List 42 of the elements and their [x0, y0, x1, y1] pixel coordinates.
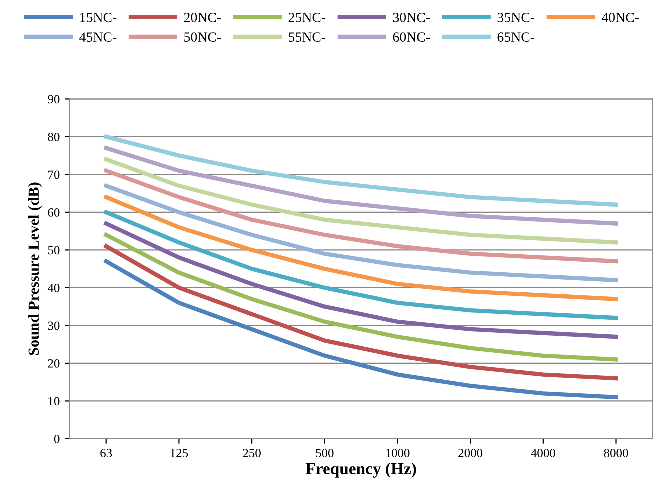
legend-label: 55NC-: [289, 32, 326, 42]
line-series: [104, 233, 618, 362]
x-tick-label: 125: [170, 449, 188, 458]
y-tick-label: 80: [48, 132, 60, 142]
line-series: [104, 134, 618, 207]
y-tick-label: 30: [48, 322, 60, 330]
y-tick-label: 40: [48, 284, 60, 292]
x-tick-label: 63: [100, 449, 112, 458]
x-axis-title: Frequency (Hz): [306, 462, 416, 478]
y-tick-label: 50: [48, 246, 60, 255]
x-tick-label: 500: [316, 449, 334, 458]
line-series: [104, 184, 618, 282]
line-series: [104, 195, 618, 302]
y-tick-label: 10: [48, 397, 60, 406]
y-tick-label: 90: [48, 95, 60, 104]
line-series: [104, 259, 618, 400]
legend-label: 30NC-: [393, 12, 430, 22]
x-tick-label: 1000: [386, 449, 410, 458]
line-series: [104, 222, 618, 340]
x-tick-label: 4000: [531, 449, 556, 458]
legend-label: 25NC-: [288, 13, 326, 22]
y-tick-label: 0: [54, 434, 60, 444]
line-series: [104, 168, 618, 264]
y-tick-label: 20: [48, 359, 60, 368]
legend-label: 60NC-: [393, 32, 430, 42]
legend-label: 40NC-: [602, 12, 639, 22]
y-axis-title: Sound Pressure Level (dB): [28, 182, 42, 356]
line-series: [104, 146, 618, 226]
x-tick-label: 8000: [604, 449, 628, 458]
y-tick-label: 60: [48, 208, 60, 217]
legend-label: 45NC-: [80, 32, 117, 42]
line-series: [104, 158, 618, 245]
x-tick-label: 2000: [458, 449, 483, 458]
y-tick-label: 70: [48, 170, 60, 180]
line-series: [104, 244, 618, 381]
legend-label: 65NC-: [498, 32, 535, 42]
legend-label: 50NC-: [184, 32, 222, 42]
x-tick-label: 250: [243, 449, 261, 458]
line-series: [104, 210, 618, 320]
legend-label: 15NC-: [80, 13, 117, 22]
legend-label: 20NC-: [184, 12, 222, 22]
legend-label: 35NC-: [498, 13, 535, 22]
